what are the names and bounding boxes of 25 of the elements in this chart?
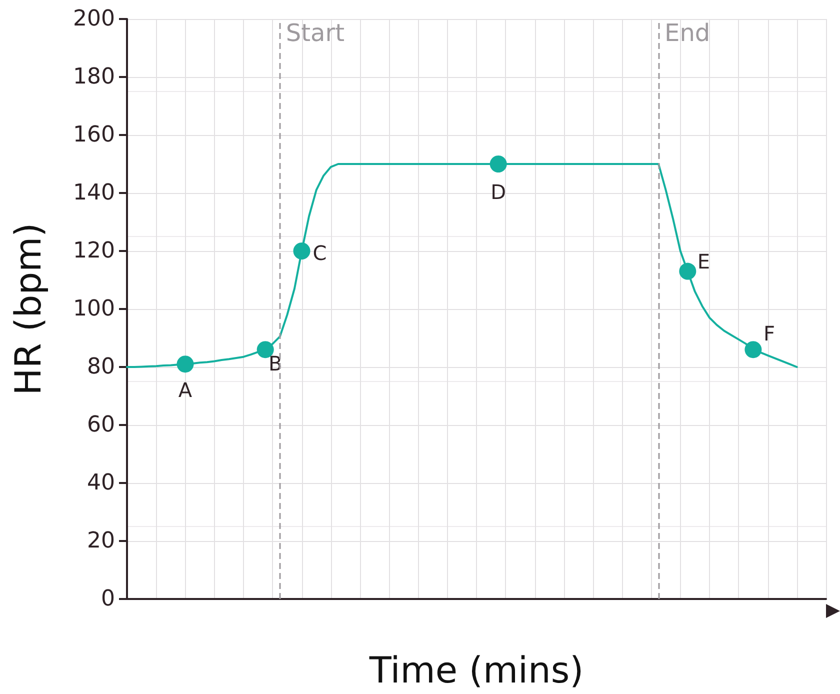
data-label: D [490, 180, 506, 204]
y-tick-label: 0 [101, 586, 115, 612]
y-tick-label: 200 [73, 6, 115, 32]
point [744, 341, 762, 358]
y-tick-label: 160 [73, 122, 115, 148]
y-tick-label: 140 [73, 180, 115, 206]
annotation: End [664, 19, 710, 47]
point [490, 156, 507, 172]
data-label: F [763, 322, 775, 346]
y-tick-label: 40 [87, 470, 115, 496]
point [679, 262, 696, 280]
y-tick-label: 20 [87, 528, 115, 554]
y-axis-title: HR (bpm) [8, 222, 50, 396]
data-label: A [178, 378, 192, 402]
y-tick-label: 60 [87, 412, 115, 438]
y-tick-label: 80 [87, 354, 115, 380]
y-tick-label: 120 [73, 238, 115, 264]
y-tick-label: 100 [73, 296, 115, 322]
y-tick-label: 180 [73, 64, 115, 90]
data-label: E [697, 249, 710, 274]
data-label: C [312, 241, 327, 265]
point [293, 242, 310, 260]
x-axis-title: Time (mins) [368, 650, 584, 692]
point [176, 356, 194, 373]
annotation: Start [286, 19, 345, 47]
